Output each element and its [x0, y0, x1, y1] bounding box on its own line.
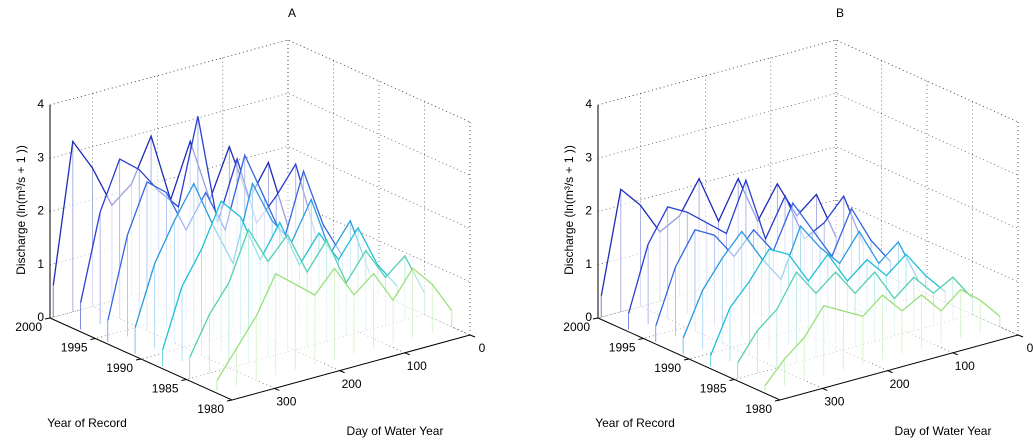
y-axis-label: Year of Record — [595, 416, 675, 430]
y-tick-label: 1980 — [745, 402, 772, 416]
axis-line — [597, 105, 1019, 401]
x-axis-label: Day of Water Year — [347, 424, 444, 438]
z-tick-label: 2 — [37, 204, 44, 218]
series-line — [737, 270, 973, 363]
y-tick-label: 1985 — [152, 382, 179, 396]
x-tick — [469, 334, 476, 338]
y-tick-label: 1995 — [61, 341, 88, 355]
z-grid-line — [597, 92, 1019, 176]
z-tick-label: 4 — [585, 97, 592, 111]
x-axis-label: Day of Water Year — [895, 424, 992, 438]
y-tick-label: 1980 — [197, 402, 224, 416]
series-line — [627, 178, 864, 314]
x-tick-label: 100 — [407, 359, 427, 373]
x-tick — [822, 387, 828, 391]
series-line — [764, 288, 1001, 386]
x-tick-label: 0 — [479, 341, 486, 355]
x-tick-label: 0 — [1027, 341, 1033, 355]
y-tick-label: 1990 — [654, 361, 681, 375]
y-tick — [592, 317, 599, 320]
x-tick — [887, 370, 893, 374]
z-axis-label: Discharge (ln(m³/s + 1 )) — [562, 145, 576, 275]
z-tick-label: 4 — [37, 97, 44, 111]
z-tick-label: 1 — [37, 257, 44, 271]
series-line — [79, 116, 316, 303]
y-tick-label: 2000 — [15, 320, 42, 334]
z-axis-label: Discharge (ln(m³/s + 1 )) — [14, 145, 28, 275]
x-tick — [339, 370, 345, 374]
z-grid-line — [49, 92, 471, 176]
y-tick-label: 1995 — [609, 341, 636, 355]
x-tick-label: 100 — [955, 359, 975, 373]
z-tick-label: 2 — [585, 204, 592, 218]
z-tick-label: 0 — [585, 310, 592, 324]
x-tick-label: 300 — [824, 395, 844, 409]
curtain — [217, 268, 452, 391]
chart-title: B — [836, 6, 844, 20]
series-line — [709, 248, 946, 356]
z-grid-line — [49, 39, 471, 123]
x-tick-label: 200 — [342, 377, 362, 391]
box-edge — [49, 39, 471, 123]
z-tick-label: 3 — [37, 150, 44, 164]
y-tick-label: 1985 — [700, 382, 727, 396]
x-tick — [952, 352, 958, 356]
z-tick-label: 1 — [585, 257, 592, 271]
x-tick-label: 200 — [890, 377, 910, 391]
series-line — [161, 200, 398, 351]
y-tick — [44, 317, 51, 320]
z-grid-line — [597, 39, 1019, 123]
y-tick-label: 2000 — [563, 320, 590, 334]
z-tick-label: 0 — [37, 310, 44, 324]
chart-title: A — [288, 6, 296, 20]
x-tick-label: 300 — [276, 395, 296, 409]
y-tick-label: 1990 — [106, 361, 133, 375]
axis-line — [49, 105, 471, 401]
series-line — [216, 267, 453, 381]
y-axis-label: Year of Record — [47, 416, 127, 430]
series-line — [682, 224, 919, 339]
curtain — [765, 289, 1000, 391]
x-tick — [274, 387, 280, 391]
x-tick — [404, 352, 410, 356]
box-edge — [597, 39, 1019, 123]
x-tick — [1017, 334, 1024, 338]
z-tick-label: 3 — [585, 150, 592, 164]
series-line — [189, 228, 426, 358]
